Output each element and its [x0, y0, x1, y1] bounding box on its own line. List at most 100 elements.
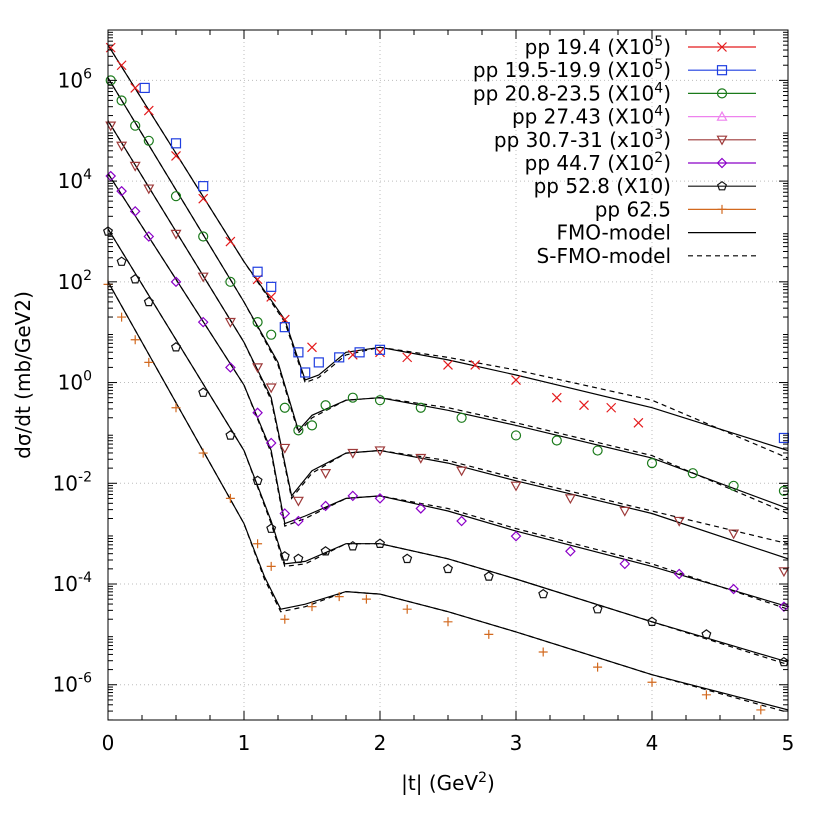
legend-entry: pp 62.5: [595, 197, 756, 221]
data-point-series-5: [456, 515, 467, 527]
data-point-series-6: [320, 546, 331, 556]
data-point-series-7: [647, 677, 657, 687]
data-point-series-4: [116, 141, 128, 152]
data-point-series-2: [170, 191, 182, 202]
data-point-series-4: [456, 466, 468, 477]
data-point-series-1: [300, 367, 311, 378]
data-point-series-6: [225, 430, 236, 440]
data-point-series-0: [225, 236, 236, 247]
data-point-series-6: [279, 551, 290, 561]
data-point-series-5: [129, 205, 141, 217]
data-point-series-7: [266, 561, 276, 571]
data-point-series-6: [483, 571, 494, 581]
data-point-series-2: [456, 412, 467, 423]
s-fmo-model-curve: [108, 44, 788, 459]
data-point-series-4: [415, 453, 427, 464]
data-point-series-2: [116, 95, 127, 106]
data-point-series-0: [375, 347, 385, 358]
data-point-series-4: [292, 496, 304, 507]
data-point-series-7: [130, 335, 140, 345]
data-point-series-7: [307, 602, 317, 612]
data-point-series-0: [443, 360, 453, 370]
legend-entry: pp 19.5-19.9 (X105): [473, 57, 756, 82]
plot-frame: [107, 29, 789, 721]
data-point-series-6: [116, 256, 127, 266]
data-point-series-1: [354, 347, 365, 358]
data-point-series-0: [143, 105, 154, 116]
data-point-series-2: [646, 458, 658, 469]
data-point-series-7: [225, 493, 235, 503]
legend-marker: [716, 157, 728, 169]
legend-entry: pp 52.8 (X10): [534, 174, 756, 198]
data-point-series-7: [593, 662, 603, 672]
data-point-series-2: [551, 435, 562, 446]
data-point-series-7: [443, 617, 453, 627]
y-axis-title: dσ/dt (mb/GeV2): [11, 291, 35, 459]
data-point-series-2: [320, 400, 331, 411]
legend-marker: [716, 135, 728, 146]
legend-label: S-FMO-model: [537, 244, 671, 268]
legend-label: pp 20.8-23.5 (X104): [473, 80, 671, 105]
data-point-series-2: [143, 135, 154, 146]
data-point-series-6: [402, 553, 413, 564]
data-point-series-2: [728, 480, 739, 491]
data-point-series-5: [197, 316, 209, 328]
legend-entry: FMO-model: [556, 221, 756, 245]
fmo-model-curve: [108, 44, 788, 452]
data-point-series-4: [143, 184, 155, 195]
data-point-series-6: [592, 603, 603, 614]
data-point-series-5: [374, 493, 386, 504]
data-point-series-7: [701, 690, 711, 700]
data-point-series-1: [334, 352, 345, 363]
data-point-series-7: [334, 592, 344, 602]
fmo-model-curve: [108, 77, 788, 510]
data-point-series-5: [265, 437, 277, 449]
data-point-series-1: [139, 82, 150, 94]
data-point-series-4: [197, 272, 209, 283]
legend-label: pp 44.7 (X102): [525, 150, 671, 175]
x-tick-label: 2: [374, 731, 387, 755]
data-point-series-1: [198, 181, 209, 192]
y-tick-label: 104: [58, 167, 92, 193]
axis-ticks: 0 1 2 3 4 5 106 104 102 100 10-2 10-4 10-6: [53, 30, 794, 755]
data-point-series-6: [374, 538, 386, 549]
y-tick-label: 10-4: [53, 570, 93, 596]
data-point-series-2: [306, 420, 318, 431]
y-tick-label: 10-6: [53, 671, 93, 697]
data-point-series-4: [320, 469, 332, 479]
data-point-series-6: [252, 475, 263, 485]
data-point-series-7: [402, 604, 412, 614]
data-point-series-5: [619, 558, 631, 570]
data-point-series-5: [225, 362, 236, 373]
s-fmo-model-curve: [108, 173, 788, 610]
data-point-series-5: [116, 185, 127, 197]
data-point-series-4: [252, 363, 264, 374]
legend-marker: [717, 42, 727, 52]
data-point-series-5: [293, 515, 304, 527]
data-point-series-1: [170, 138, 182, 149]
data-point-series-0: [198, 193, 209, 204]
data-point-series-2: [592, 445, 603, 456]
data-point-series-1: [374, 344, 386, 355]
data-points: [102, 42, 790, 715]
data-point-series-7: [361, 594, 371, 604]
data-point-series-4: [224, 317, 236, 328]
data-point-series-4: [510, 481, 522, 492]
data-point-series-5: [143, 231, 155, 242]
data-point-series-6: [143, 296, 154, 307]
data-point-series-4: [673, 516, 685, 527]
data-point-series-2: [279, 402, 290, 413]
s-fmo-model-curve: [108, 281, 788, 713]
legend-label: pp 19.4 (X105): [525, 34, 671, 59]
y-tick-label: 106: [58, 66, 92, 92]
data-point-series-6: [701, 629, 712, 639]
legend-marker: [716, 88, 728, 99]
legend-entry: pp 19.4 (X105): [525, 34, 756, 59]
s-fmo-model-curve: [108, 120, 788, 545]
data-point-series-5: [347, 490, 359, 502]
data-point-series-6: [442, 563, 454, 574]
data-point-series-0: [551, 392, 562, 403]
legend-entry: pp 44.7 (X102): [525, 150, 756, 175]
x-tick-label: 0: [102, 731, 115, 755]
model-curves: [108, 44, 788, 713]
